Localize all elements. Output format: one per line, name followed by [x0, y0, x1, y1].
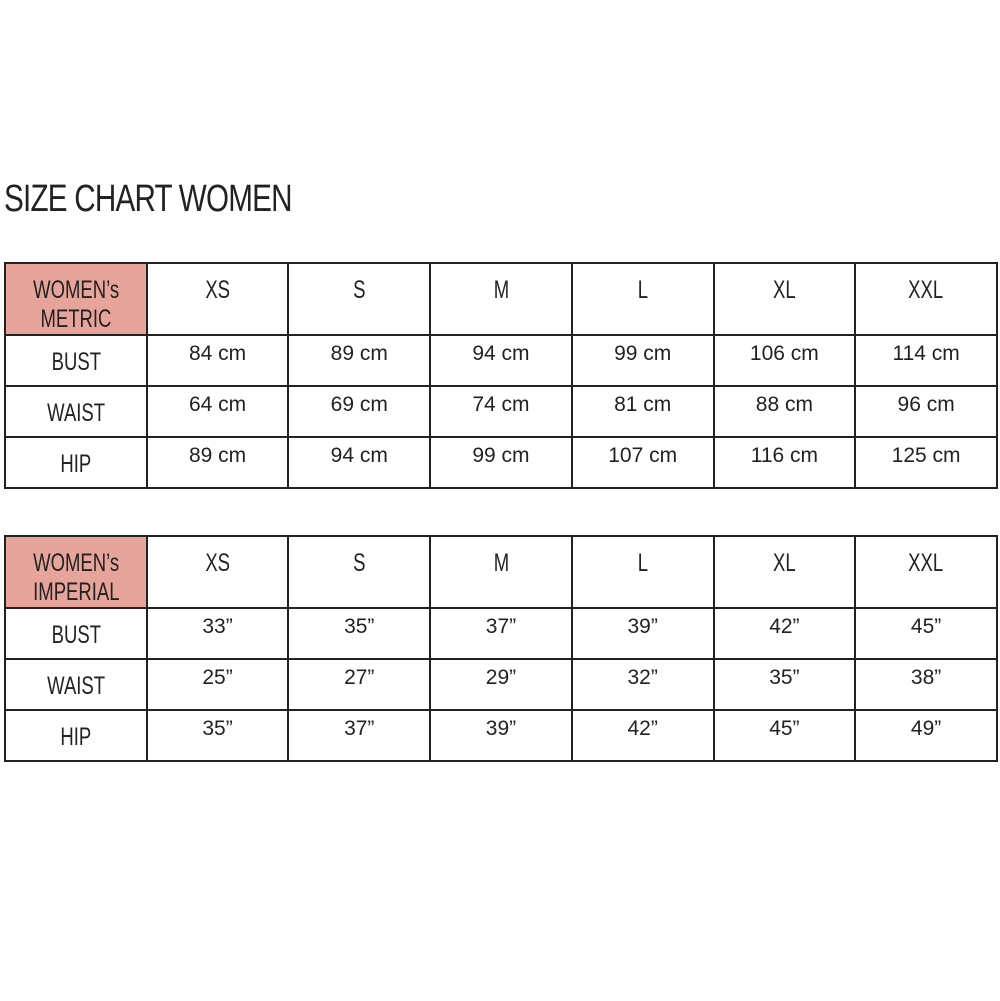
table-cell: 99 cm	[429, 436, 573, 489]
size-header: XL	[712, 262, 857, 336]
size-header: XL	[712, 535, 857, 609]
corner-line-1: WOMEN’s	[32, 549, 119, 577]
size-header: L	[570, 535, 715, 609]
table-cell: 81 cm	[570, 385, 715, 438]
table-cell: 32”	[570, 658, 715, 711]
table-cell: 99 cm	[570, 334, 715, 387]
table-cell: 37”	[429, 607, 573, 660]
table-cell: 107 cm	[570, 436, 715, 489]
table-cell: 88 cm	[712, 385, 857, 438]
row-label: HIP	[4, 709, 148, 762]
table-cell: 45”	[712, 709, 857, 762]
table-cell: 89 cm	[287, 334, 432, 387]
table-cell: 94 cm	[287, 436, 432, 489]
table-cell: 39”	[429, 709, 573, 762]
size-header: XS	[145, 535, 290, 609]
size-header: M	[429, 535, 573, 609]
size-header: S	[287, 262, 432, 336]
size-header: L	[570, 262, 715, 336]
corner-line-1: WOMEN’s	[32, 276, 119, 304]
table-corner-label: WOMEN’s IMPERIAL	[4, 535, 148, 609]
table-cell: 89 cm	[145, 436, 290, 489]
table-cell: 116 cm	[712, 436, 857, 489]
size-header: XS	[145, 262, 290, 336]
table-cell: 96 cm	[854, 385, 998, 438]
table-row: BUST 84 cm 89 cm 94 cm 99 cm 106 cm 114 cm	[4, 334, 998, 387]
table-row: HIP 35” 37” 39” 42” 45” 49”	[4, 709, 998, 762]
size-header: XXL	[854, 262, 998, 336]
table-cell: 35”	[287, 607, 432, 660]
row-label: BUST	[4, 334, 148, 387]
table-cell: 42”	[712, 607, 857, 660]
size-header: S	[287, 535, 432, 609]
table-row: BUST 33” 35” 37” 39” 42” 45”	[4, 607, 998, 660]
metric-size-table: WOMEN’s METRIC XS S M L XL XXL BUST 84 cm 89 cm 94 …	[4, 262, 998, 489]
table-cell: 45”	[854, 607, 998, 660]
size-header: M	[429, 262, 573, 336]
table-row: WAIST 25” 27” 29” 32” 35” 38”	[4, 658, 998, 711]
table-cell: 29”	[429, 658, 573, 711]
table-cell: 27”	[287, 658, 432, 711]
table-cell: 33”	[145, 607, 290, 660]
table-cell: 38”	[854, 658, 998, 711]
row-label: BUST	[4, 607, 148, 660]
table-row: HIP 89 cm 94 cm 99 cm 107 cm 116 cm 125 cm	[4, 436, 998, 489]
row-label: WAIST	[4, 385, 148, 438]
size-header: XXL	[854, 535, 998, 609]
page-title: SIZE CHART WOMEN	[4, 178, 293, 220]
table-row: WAIST 64 cm 69 cm 74 cm 81 cm 88 cm 96 cm	[4, 385, 998, 438]
table-cell: 74 cm	[429, 385, 573, 438]
table-cell: 35”	[145, 709, 290, 762]
table-cell: 25”	[145, 658, 290, 711]
table-cell: 37”	[287, 709, 432, 762]
header-row: WOMEN’s IMPERIAL XS S M L XL XXL	[4, 535, 998, 609]
imperial-size-table: WOMEN’s IMPERIAL XS S M L XL XXL BUST 33” 35” 37” 39…	[4, 535, 998, 762]
table-cell: 114 cm	[854, 334, 998, 387]
table-cell: 125 cm	[854, 436, 998, 489]
table-cell: 49”	[854, 709, 998, 762]
table-cell: 94 cm	[429, 334, 573, 387]
table-cell: 69 cm	[287, 385, 432, 438]
row-label: WAIST	[4, 658, 148, 711]
corner-line-2: IMPERIAL	[32, 578, 120, 606]
table-cell: 64 cm	[145, 385, 290, 438]
table-corner-label: WOMEN’s METRIC	[4, 262, 148, 336]
header-row: WOMEN’s METRIC XS S M L XL XXL	[4, 262, 998, 336]
table-cell: 106 cm	[712, 334, 857, 387]
corner-line-2: METRIC	[40, 305, 112, 333]
table-cell: 39”	[570, 607, 715, 660]
table-cell: 35”	[712, 658, 857, 711]
table-cell: 42”	[570, 709, 715, 762]
table-cell: 84 cm	[145, 334, 290, 387]
row-label: HIP	[4, 436, 148, 489]
